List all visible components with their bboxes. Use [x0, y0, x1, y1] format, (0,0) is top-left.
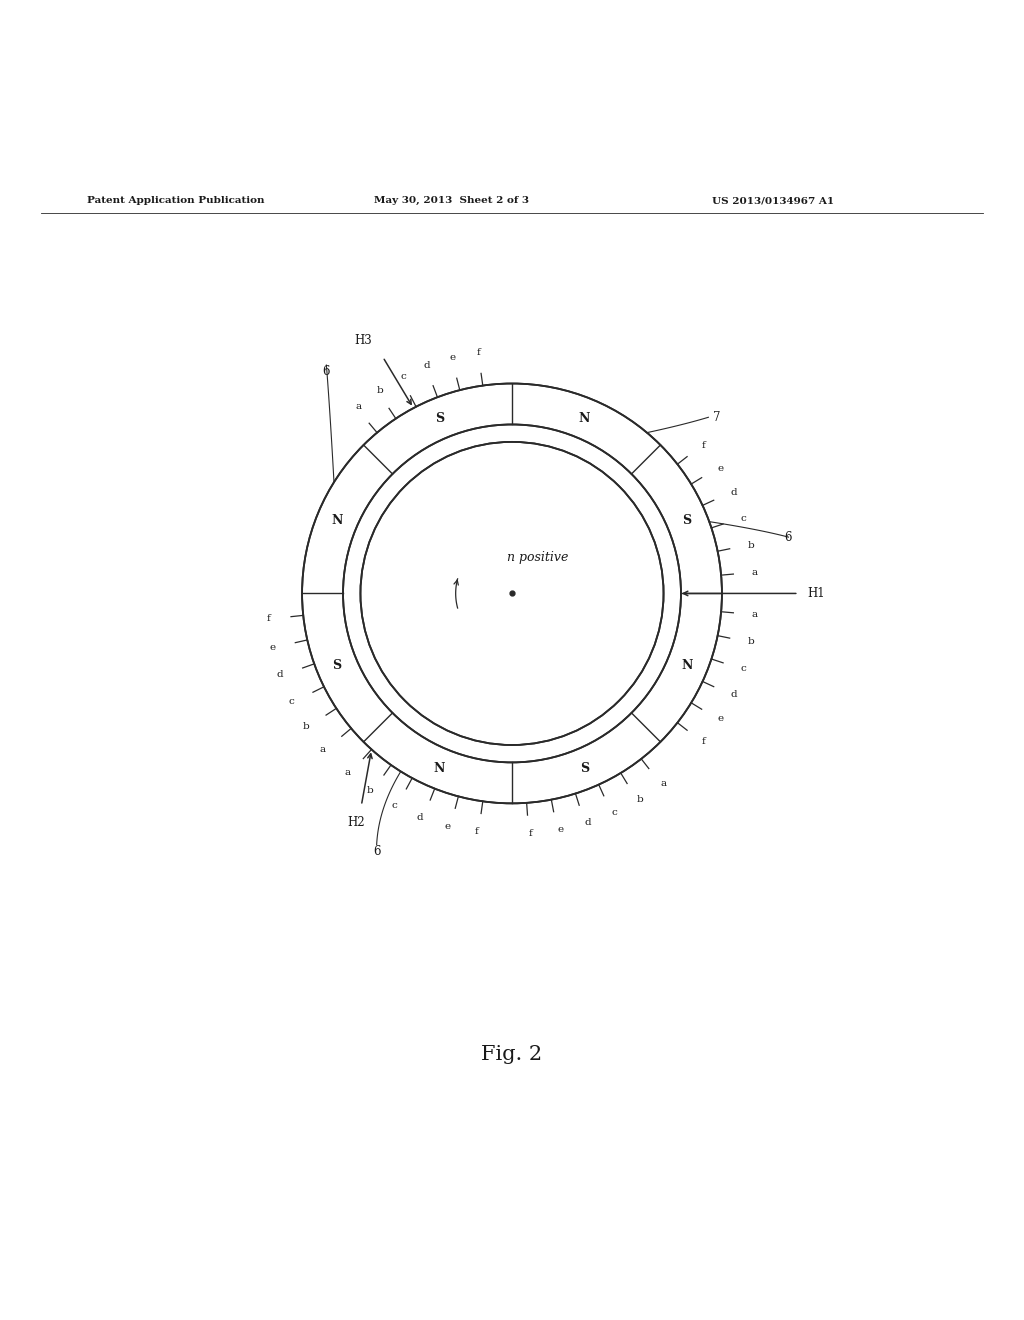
Text: e: e — [450, 354, 456, 363]
Text: 6: 6 — [784, 531, 793, 544]
Text: d: d — [417, 813, 423, 821]
Text: d: d — [424, 362, 430, 371]
Text: f: f — [267, 614, 270, 623]
Text: e: e — [444, 821, 451, 830]
Text: S: S — [682, 515, 691, 528]
Text: c: c — [392, 801, 397, 809]
Circle shape — [302, 384, 722, 804]
Text: a: a — [319, 744, 326, 754]
Text: a: a — [345, 768, 351, 776]
Text: e: e — [718, 463, 724, 473]
Text: d: d — [276, 671, 284, 680]
Text: c: c — [740, 664, 746, 673]
Text: f: f — [701, 737, 706, 746]
Text: N: N — [579, 412, 590, 425]
Text: S: S — [333, 660, 342, 672]
Text: May 30, 2013  Sheet 2 of 3: May 30, 2013 Sheet 2 of 3 — [374, 197, 528, 205]
Text: a: a — [355, 401, 361, 411]
Text: d: d — [730, 488, 737, 498]
Text: a: a — [660, 779, 667, 788]
Text: S: S — [580, 762, 589, 775]
Text: H3: H3 — [354, 334, 373, 347]
Text: c: c — [611, 808, 617, 817]
Text: H1: H1 — [807, 587, 824, 599]
Text: b: b — [637, 795, 643, 804]
Text: f: f — [701, 441, 706, 450]
Text: n positive: n positive — [507, 552, 568, 564]
Text: b: b — [748, 541, 755, 549]
Text: c: c — [400, 372, 406, 381]
Circle shape — [360, 442, 664, 744]
Text: e: e — [718, 714, 724, 723]
Text: b: b — [377, 385, 383, 395]
Text: 6: 6 — [323, 366, 330, 378]
Text: Fig. 2: Fig. 2 — [481, 1044, 543, 1064]
Text: b: b — [748, 638, 755, 647]
Text: e: e — [557, 825, 563, 834]
Text: Patent Application Publication: Patent Application Publication — [87, 197, 264, 205]
Text: 7: 7 — [714, 411, 721, 424]
Text: b: b — [302, 722, 309, 731]
Text: S: S — [435, 412, 444, 425]
Text: N: N — [332, 515, 343, 528]
Text: H2: H2 — [347, 816, 365, 829]
Text: N: N — [434, 762, 445, 775]
Text: f: f — [475, 828, 478, 837]
Text: f: f — [528, 829, 532, 838]
Text: a: a — [752, 610, 758, 619]
Text: c: c — [289, 697, 295, 706]
Text: f: f — [477, 348, 480, 358]
Text: b: b — [367, 785, 374, 795]
Text: US 2013/0134967 A1: US 2013/0134967 A1 — [712, 197, 834, 205]
Text: N: N — [681, 660, 692, 672]
Text: 6: 6 — [373, 845, 380, 858]
Text: d: d — [730, 690, 737, 698]
Text: e: e — [269, 643, 275, 652]
Text: c: c — [740, 513, 746, 523]
Circle shape — [241, 322, 783, 865]
Text: a: a — [752, 568, 758, 577]
Text: d: d — [585, 818, 592, 828]
